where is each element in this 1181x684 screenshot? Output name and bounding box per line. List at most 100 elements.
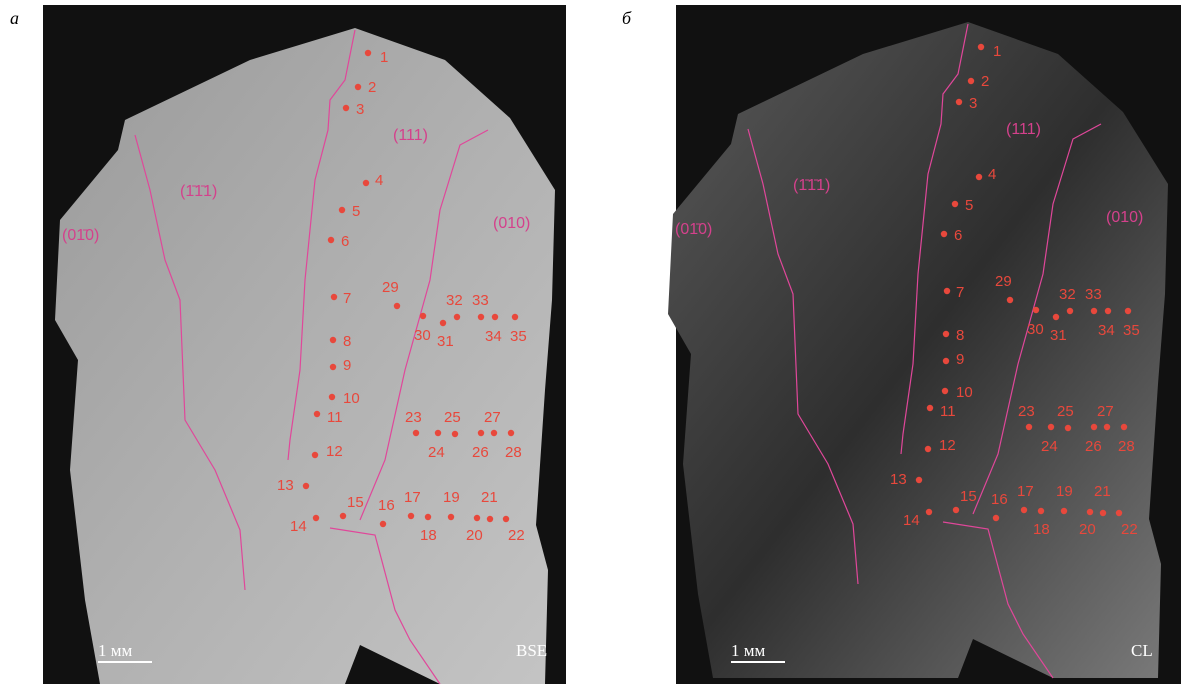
- point-dot: [944, 288, 950, 294]
- point-label: 5: [352, 203, 360, 220]
- point-dot: [1061, 508, 1067, 514]
- point-label: 30: [1027, 321, 1044, 338]
- point-label: 31: [1050, 327, 1067, 344]
- point-dot: [978, 44, 984, 50]
- point-dot: [380, 521, 386, 527]
- panel-letter: б: [622, 8, 632, 28]
- point-label: 25: [444, 409, 461, 426]
- point-label: 18: [1033, 521, 1050, 538]
- face-label: (1̄1̄1): [180, 183, 217, 200]
- point-label: 11: [327, 409, 343, 426]
- point-dot: [976, 174, 982, 180]
- point-label: 23: [405, 409, 422, 426]
- point-label: 27: [1097, 403, 1114, 420]
- point-label: 3: [356, 101, 364, 118]
- point-dot: [1091, 308, 1097, 314]
- face-label: (01̄0): [62, 227, 99, 244]
- face-label: (010): [1106, 209, 1143, 226]
- point-dot: [1100, 510, 1106, 516]
- point-label: 21: [481, 489, 498, 506]
- point-label: 13: [277, 477, 294, 494]
- point-dot: [331, 294, 337, 300]
- point-dot: [435, 430, 441, 436]
- point-dot: [448, 514, 454, 520]
- scale-bar-label: 1 мм: [731, 641, 766, 660]
- point-label: 28: [1118, 438, 1135, 455]
- point-dot: [1048, 424, 1054, 430]
- point-label: 7: [343, 290, 351, 307]
- point-label: 27: [484, 409, 501, 426]
- point-dot: [941, 231, 947, 237]
- point-dot: [953, 507, 959, 513]
- point-label: 19: [443, 489, 460, 506]
- point-dot: [926, 509, 932, 515]
- point-label: 11: [940, 403, 956, 420]
- point-label: 3: [969, 95, 977, 112]
- point-dot: [943, 331, 949, 337]
- point-dot: [328, 237, 334, 243]
- point-dot: [413, 430, 419, 436]
- point-dot: [1021, 507, 1027, 513]
- point-label: 9: [343, 357, 351, 374]
- point-label: 1: [993, 43, 1001, 60]
- point-label: 31: [437, 333, 454, 350]
- crystal: [668, 22, 1168, 678]
- point-dot: [927, 405, 933, 411]
- point-dot: [339, 207, 345, 213]
- point-label: 18: [420, 527, 437, 544]
- point-dot: [314, 411, 320, 417]
- point-label: 2: [981, 73, 989, 90]
- point-dot: [1105, 308, 1111, 314]
- point-dot: [968, 78, 974, 84]
- point-label: 30: [414, 327, 431, 344]
- point-label: 8: [956, 327, 964, 344]
- point-label: 4: [375, 172, 383, 189]
- point-dot: [394, 303, 400, 309]
- point-label: 23: [1018, 403, 1035, 420]
- face-label: (111): [1006, 121, 1041, 138]
- point-label: 29: [995, 273, 1012, 290]
- point-label: 10: [956, 384, 973, 401]
- scale-bar-label: 1 мм: [98, 641, 133, 660]
- point-dot: [1026, 424, 1032, 430]
- point-dot: [491, 430, 497, 436]
- point-dot: [303, 483, 309, 489]
- point-dot: [512, 314, 518, 320]
- point-dot: [1065, 425, 1071, 431]
- point-dot: [1053, 314, 1059, 320]
- point-label: 14: [290, 518, 307, 535]
- point-dot: [1121, 424, 1127, 430]
- panel: (01̄0)(1̄1̄1)(111)(010)12345678910111213…: [622, 5, 1181, 684]
- point-label: 6: [954, 227, 962, 244]
- point-label: 24: [428, 444, 445, 461]
- point-dot: [474, 515, 480, 521]
- point-label: 20: [1079, 521, 1096, 538]
- point-label: 14: [903, 512, 920, 529]
- point-dot: [1067, 308, 1073, 314]
- point-label: 12: [326, 443, 343, 460]
- point-label: 33: [1085, 286, 1102, 303]
- point-dot: [440, 320, 446, 326]
- point-dot: [330, 337, 336, 343]
- point-dot: [1091, 424, 1097, 430]
- point-label: 17: [1017, 483, 1034, 500]
- point-label: 7: [956, 284, 964, 301]
- mode-label: CL: [1131, 641, 1153, 660]
- point-label: 20: [466, 527, 483, 544]
- point-label: 34: [1098, 322, 1115, 339]
- point-label: 15: [347, 494, 364, 511]
- point-dot: [1038, 508, 1044, 514]
- point-dot: [942, 388, 948, 394]
- point-dot: [993, 515, 999, 521]
- face-label: (01̄0): [675, 221, 712, 238]
- point-dot: [343, 105, 349, 111]
- face-label: (010): [493, 215, 530, 232]
- point-dot: [420, 313, 426, 319]
- mode-label: BSE: [516, 641, 547, 660]
- point-label: 2: [368, 79, 376, 96]
- point-label: 5: [965, 197, 973, 214]
- point-dot: [329, 394, 335, 400]
- point-label: 22: [1121, 521, 1138, 538]
- point-dot: [492, 314, 498, 320]
- point-dot: [952, 201, 958, 207]
